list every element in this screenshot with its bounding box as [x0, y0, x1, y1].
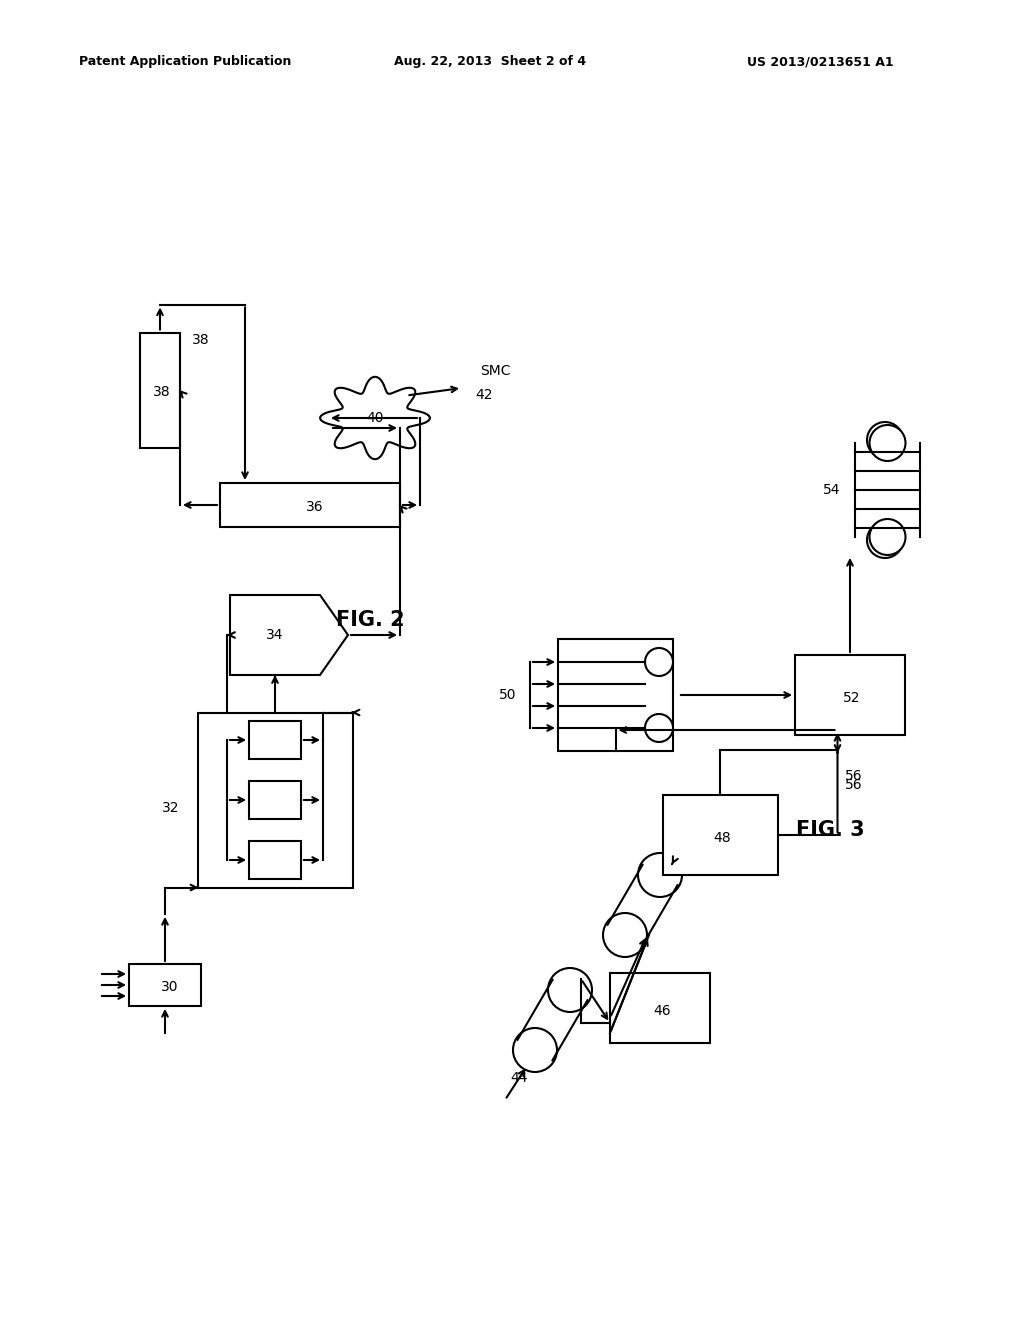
Bar — [795, 655, 905, 735]
Bar — [220, 483, 400, 527]
Text: Patent Application Publication: Patent Application Publication — [79, 55, 291, 69]
Text: 52: 52 — [843, 690, 861, 705]
Text: 38: 38 — [154, 385, 171, 399]
Text: 56: 56 — [845, 777, 862, 792]
Text: FIG. 2: FIG. 2 — [336, 610, 404, 630]
Text: FIG. 3: FIG. 3 — [796, 820, 864, 840]
Polygon shape — [230, 595, 348, 675]
Bar — [663, 795, 777, 875]
Bar — [140, 333, 180, 447]
Bar — [129, 964, 201, 1006]
Text: 54: 54 — [822, 483, 840, 498]
Circle shape — [603, 913, 647, 957]
Circle shape — [513, 1028, 557, 1072]
Circle shape — [645, 714, 673, 742]
Circle shape — [638, 853, 682, 898]
Text: 36: 36 — [306, 500, 324, 513]
Circle shape — [869, 519, 905, 554]
Bar — [249, 781, 301, 818]
Bar — [558, 639, 673, 751]
Bar — [249, 841, 301, 879]
Polygon shape — [321, 376, 430, 459]
Text: 30: 30 — [161, 979, 179, 994]
Bar — [198, 713, 352, 887]
Text: 32: 32 — [162, 801, 179, 814]
Bar — [610, 973, 710, 1043]
Circle shape — [548, 968, 592, 1012]
Text: 34: 34 — [266, 628, 284, 642]
Text: 56: 56 — [845, 770, 862, 783]
Circle shape — [867, 521, 903, 558]
Text: 50: 50 — [500, 688, 517, 702]
Text: Aug. 22, 2013  Sheet 2 of 4: Aug. 22, 2013 Sheet 2 of 4 — [394, 55, 586, 69]
Text: US 2013/0213651 A1: US 2013/0213651 A1 — [746, 55, 893, 69]
Circle shape — [867, 422, 903, 458]
Text: 38: 38 — [193, 334, 210, 347]
Text: 46: 46 — [653, 1005, 671, 1018]
Text: 48: 48 — [713, 832, 731, 845]
Text: 40: 40 — [367, 411, 384, 425]
Text: 44: 44 — [510, 1071, 527, 1085]
Circle shape — [645, 648, 673, 676]
Bar — [249, 721, 301, 759]
Text: SMC: SMC — [480, 364, 511, 378]
Text: 42: 42 — [475, 388, 493, 403]
Circle shape — [869, 425, 905, 461]
